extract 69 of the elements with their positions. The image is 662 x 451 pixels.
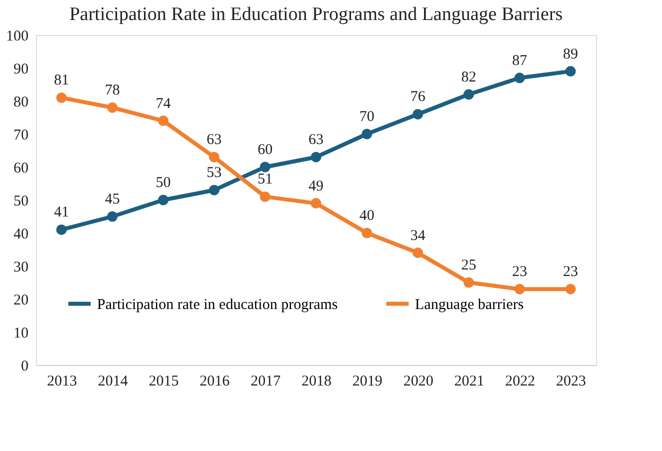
point bbox=[208, 152, 220, 162]
data-label: 60 bbox=[258, 142, 273, 158]
data-label: 74 bbox=[156, 96, 172, 112]
y-tick-label: 60 bbox=[14, 160, 28, 176]
x-tick-label: 2017 bbox=[250, 374, 282, 390]
point bbox=[107, 211, 118, 222]
point bbox=[412, 248, 424, 258]
y-tick-label: 10 bbox=[14, 326, 28, 342]
y-tick-label: 90 bbox=[14, 62, 28, 78]
data-label: 89 bbox=[563, 46, 578, 62]
x-tick-label: 2014 bbox=[98, 374, 128, 390]
chart-title: Participation Rate in Education Programs and Language Barriers bbox=[69, 4, 563, 25]
x-tick-label: 2022 bbox=[505, 374, 536, 390]
y-tick-label: 50 bbox=[14, 194, 28, 210]
point bbox=[463, 277, 474, 288]
point bbox=[362, 128, 372, 140]
point bbox=[260, 162, 270, 172]
x-tick-label: 2015 bbox=[148, 374, 179, 390]
point bbox=[565, 66, 576, 77]
point bbox=[56, 224, 67, 235]
point bbox=[107, 102, 118, 113]
point bbox=[158, 194, 169, 206]
data-label: 53 bbox=[206, 165, 222, 182]
x-tick-label: 2020 bbox=[403, 374, 434, 390]
data-label: 23 bbox=[563, 264, 578, 280]
point bbox=[565, 284, 576, 294]
data-label: 50 bbox=[156, 175, 171, 191]
data-label: 78 bbox=[104, 82, 120, 99]
y-tick-label: 30 bbox=[14, 260, 28, 276]
data-label: 51 bbox=[258, 172, 273, 188]
x-tick-label: 2021 bbox=[454, 374, 484, 390]
point bbox=[514, 284, 525, 294]
point bbox=[412, 108, 424, 120]
x-tick-label: 2019 bbox=[352, 374, 382, 390]
x-tick-label: 2023 bbox=[556, 374, 586, 390]
point bbox=[56, 92, 67, 103]
data-label: 25 bbox=[461, 258, 476, 274]
data-label: 34 bbox=[410, 228, 426, 244]
y-tick-label: 80 bbox=[14, 94, 28, 110]
x-tick-label: 2013 bbox=[46, 374, 77, 390]
x-tick-label: 2018 bbox=[302, 374, 332, 390]
point bbox=[514, 72, 525, 84]
y-tick-label: 100 bbox=[6, 28, 28, 44]
data-label: 76 bbox=[410, 89, 426, 106]
data-label: 82 bbox=[461, 69, 476, 86]
point bbox=[310, 152, 322, 162]
y-tick-label: 40 bbox=[14, 226, 28, 242]
point bbox=[260, 191, 270, 202]
point bbox=[158, 116, 169, 126]
data-label: 87 bbox=[512, 52, 528, 69]
data-label: 23 bbox=[512, 264, 528, 280]
point bbox=[310, 198, 322, 209]
legend-label: Participation rate in education programs bbox=[97, 296, 338, 313]
data-label: 70 bbox=[359, 109, 374, 125]
point bbox=[208, 184, 220, 196]
legend-label: Language barriers bbox=[415, 296, 524, 313]
data-label: 45 bbox=[104, 192, 120, 208]
y-tick-label: 70 bbox=[14, 128, 28, 144]
data-label: 40 bbox=[359, 208, 374, 224]
data-label: 49 bbox=[308, 178, 324, 194]
y-tick-label: 0 bbox=[21, 358, 28, 374]
x-tick-label: 2016 bbox=[200, 374, 230, 390]
data-label: 63 bbox=[308, 132, 324, 148]
data-label: 63 bbox=[206, 132, 222, 148]
data-label: 41 bbox=[54, 204, 69, 221]
point bbox=[362, 228, 372, 238]
point bbox=[463, 89, 474, 100]
data-label: 81 bbox=[54, 72, 69, 89]
y-tick-label: 20 bbox=[14, 292, 28, 308]
